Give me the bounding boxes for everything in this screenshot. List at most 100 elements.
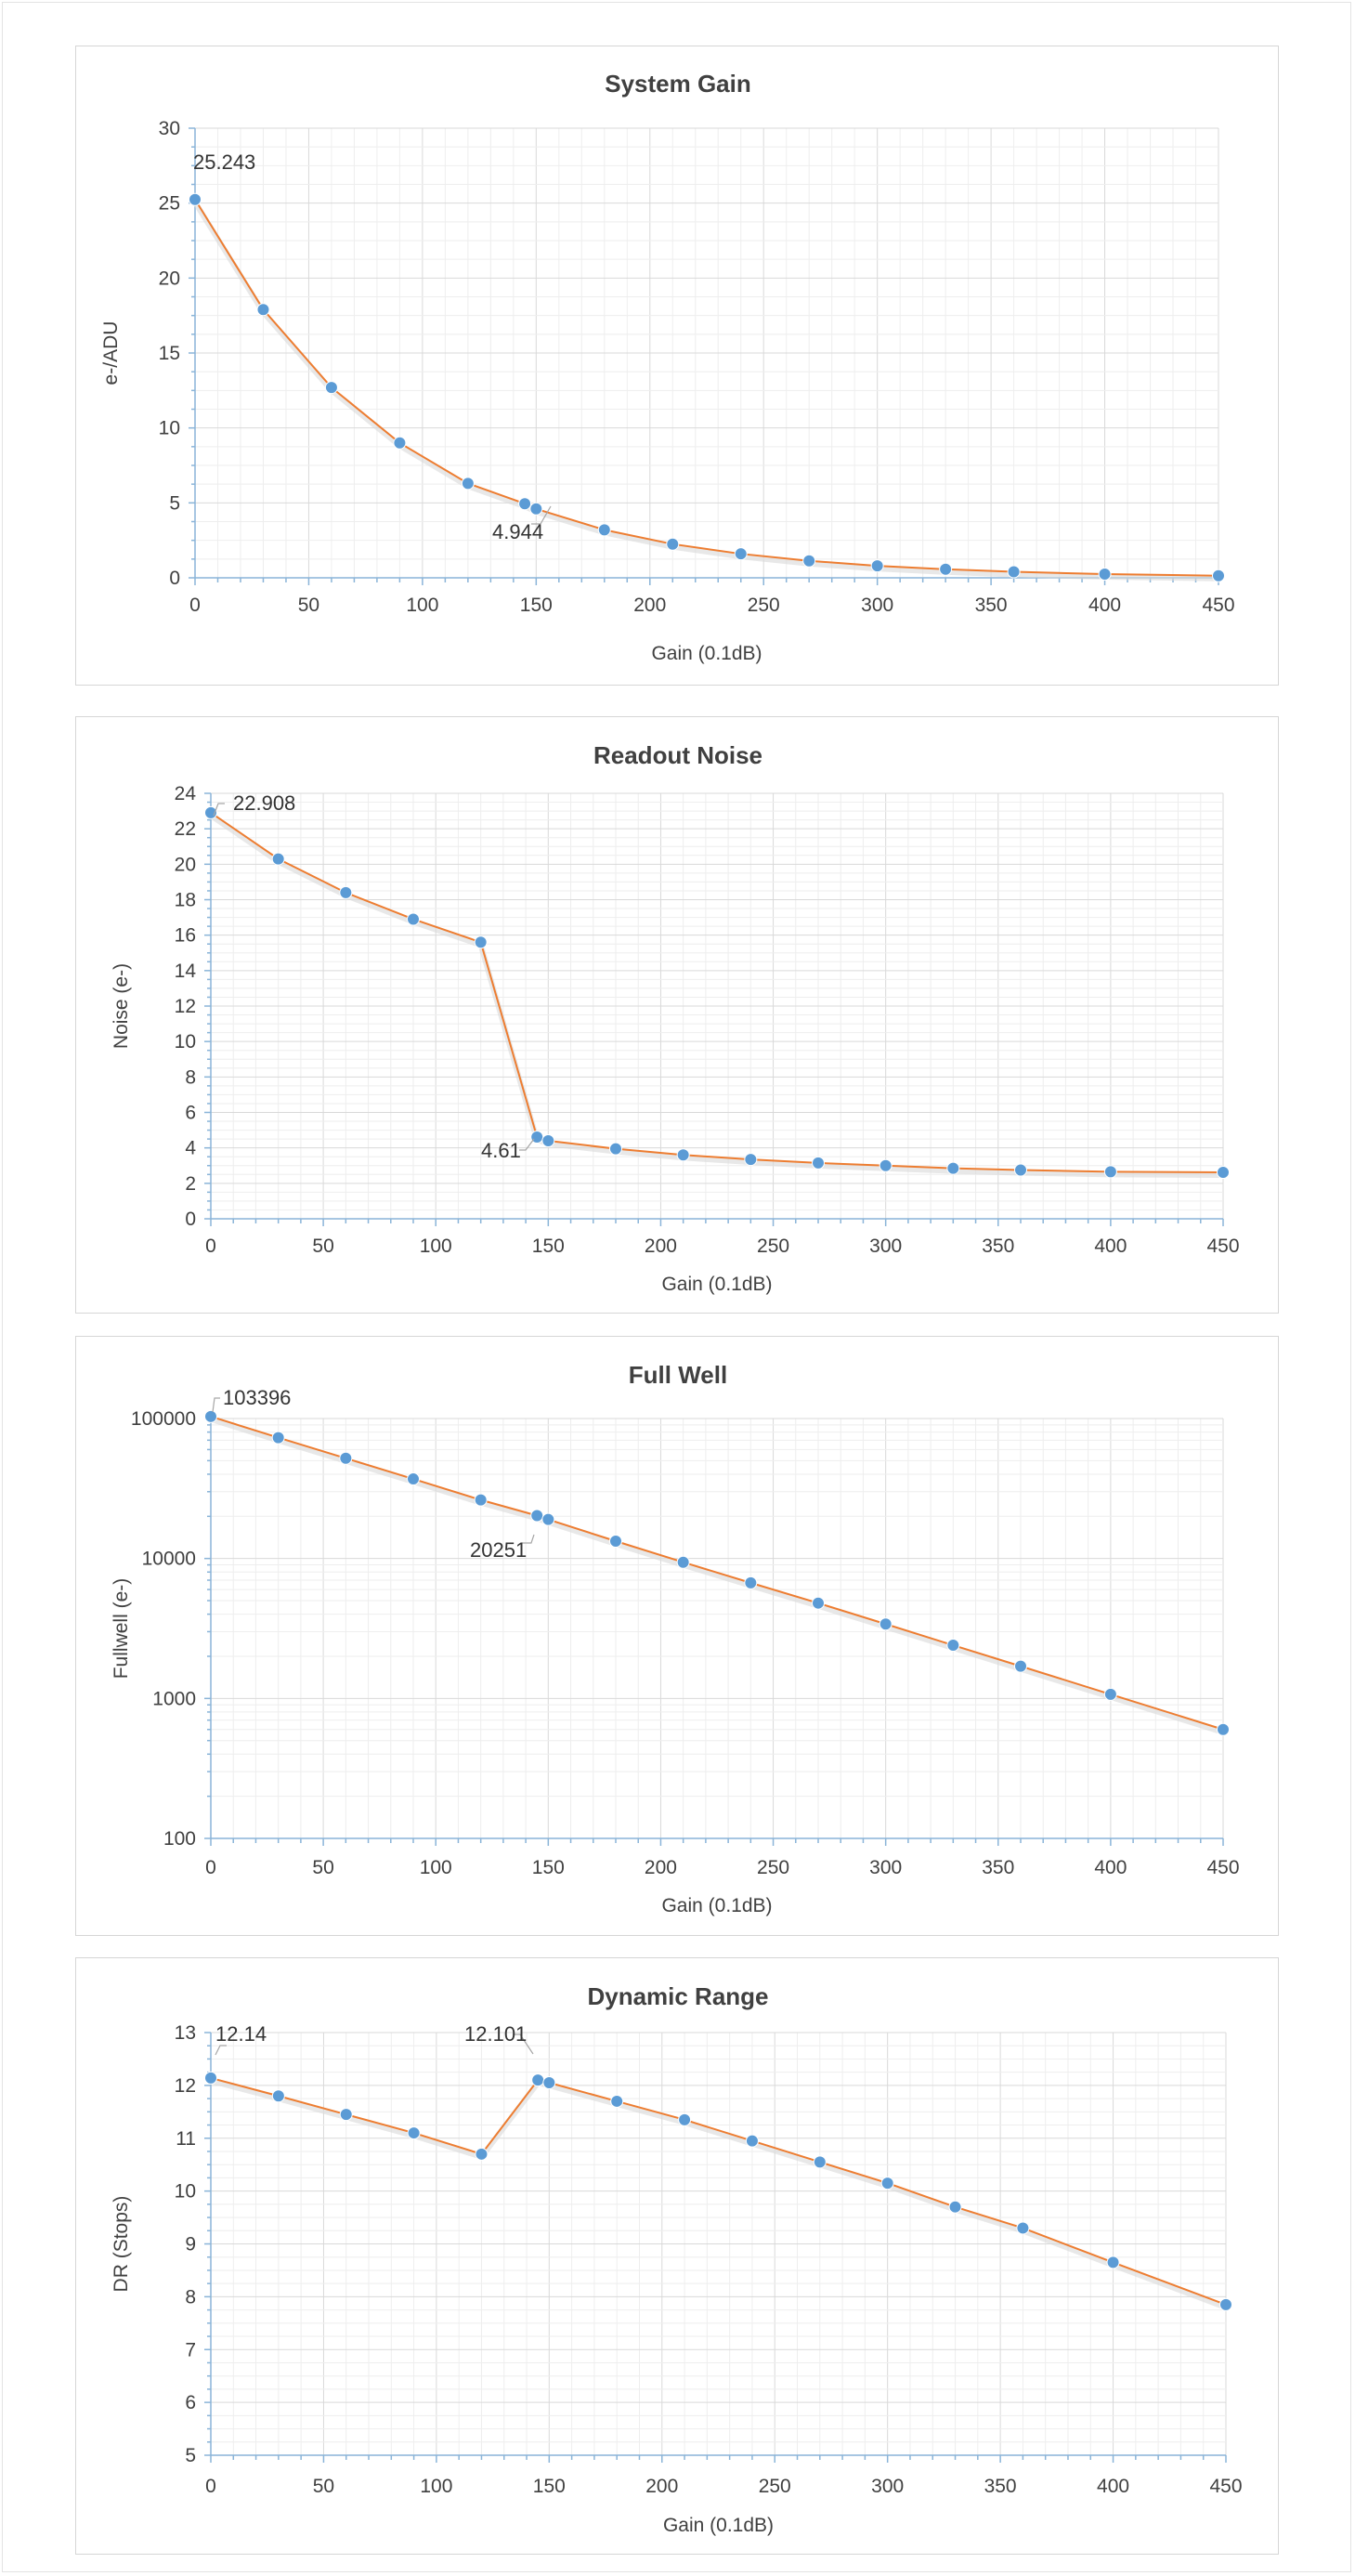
data-point: [529, 502, 543, 516]
y-axis-label: Noise (e-): [111, 963, 132, 1049]
data-point: [530, 1509, 544, 1523]
y-tick-label: 14: [175, 961, 197, 982]
data-point: [676, 1148, 690, 1162]
data-point: [256, 303, 270, 317]
data-point: [812, 1156, 825, 1170]
data-label: 12.101: [464, 2022, 527, 2046]
full-well-chart: Full Well 0 50 100 150 200 250 300 350 400 450 100 1…: [111, 1361, 1240, 1916]
x-tick-label: 50: [312, 1236, 333, 1257]
y-tick-label: 8: [185, 2286, 196, 2308]
y-tick-label: 8: [185, 1066, 196, 1088]
gridlines: [210, 2032, 1227, 2456]
x-tick-label: 250: [757, 1236, 789, 1257]
x-tick-label: 150: [532, 1236, 565, 1257]
x-tick-label: 50: [313, 2476, 334, 2497]
data-label: 4.944: [492, 520, 543, 543]
data-point: [531, 2073, 545, 2087]
x-tick-label: 350: [984, 2476, 1017, 2497]
data-point: [339, 1451, 353, 1465]
annotation-leader-line: [213, 803, 225, 817]
annotation-leader-line: [215, 2045, 227, 2056]
data-label: 22.908: [233, 791, 295, 815]
data-point: [1103, 1687, 1117, 1701]
annotation-leader-line: [531, 505, 552, 525]
x-tick-label: 50: [298, 595, 319, 616]
chart-title: System Gain: [605, 70, 751, 98]
chart-title: Full Well: [629, 1361, 727, 1389]
data-point: [541, 1134, 555, 1148]
data-point: [1014, 1659, 1027, 1673]
data-label: 25.243: [193, 150, 255, 174]
chart-title: Readout Noise: [593, 741, 762, 769]
y-tick-label: 0: [185, 1209, 196, 1230]
data-point: [1217, 1166, 1230, 1180]
data-point: [609, 1142, 622, 1156]
x-tick-label: 250: [748, 595, 780, 616]
annotation-leader-line: [212, 1397, 220, 1413]
data-point: [744, 1153, 758, 1167]
x-tick-label: 450: [1209, 2476, 1242, 2497]
data-point: [939, 562, 953, 576]
y-tick-label: 18: [175, 890, 196, 911]
data-point: [1016, 2221, 1030, 2235]
data-point: [407, 2126, 421, 2140]
y-tick-label: 5: [169, 492, 180, 514]
y-tick-label: 11: [176, 2128, 196, 2150]
data-point: [339, 885, 353, 899]
x-tick-label: 250: [757, 1857, 789, 1878]
y-tick-label: 12: [175, 2075, 196, 2097]
y-tick-label: 6: [185, 1103, 196, 1124]
y-axis-label: DR (Stops): [111, 2196, 132, 2293]
x-tick-label: 350: [982, 1857, 1014, 1878]
y-tick-label: 22: [175, 818, 196, 840]
y-tick-label: 30: [159, 118, 180, 139]
x-tick-label: 50: [312, 1857, 333, 1878]
y-tick-label: 2: [185, 1173, 196, 1195]
y-tick-label: 10000: [142, 1549, 196, 1570]
data-point: [189, 192, 202, 206]
gridlines: [210, 1418, 1224, 1839]
y-tick-label: 100: [163, 1828, 196, 1850]
y-tick-label: 5: [185, 2445, 196, 2466]
x-axis-label: Gain (0.1dB): [661, 1895, 772, 1916]
data-point: [339, 2108, 353, 2122]
data-point: [880, 2177, 894, 2190]
data-point: [407, 1472, 420, 1486]
x-axis-label: Gain (0.1dB): [651, 643, 762, 664]
gridlines: [210, 792, 1224, 1220]
x-tick-label: 400: [1094, 1236, 1127, 1257]
data-point: [1212, 569, 1225, 582]
data-point: [676, 1555, 690, 1569]
y-tick-label: 12: [175, 996, 196, 1017]
x-tick-label: 300: [869, 1236, 902, 1257]
x-tick-label: 150: [533, 2476, 566, 2497]
data-point: [474, 1493, 488, 1507]
x-tick-label: 200: [633, 595, 666, 616]
data-point: [475, 2147, 489, 2161]
data-point: [734, 547, 748, 561]
data-point: [204, 1409, 217, 1423]
data-label: 20251: [470, 1538, 527, 1562]
data-point: [813, 2155, 827, 2169]
x-tick-label: 400: [1094, 1857, 1127, 1878]
data-point: [1219, 2297, 1232, 2311]
x-tick-label: 150: [520, 595, 553, 616]
x-tick-label: 450: [1206, 1236, 1239, 1257]
data-point: [946, 1161, 960, 1175]
series-line-shadow: [192, 201, 1219, 582]
x-tick-label: 0: [205, 1857, 216, 1878]
data-point: [393, 436, 407, 450]
data-point: [541, 1512, 555, 1526]
y-tick-label: 20: [159, 268, 180, 289]
x-tick-label: 350: [975, 595, 1008, 616]
y-tick-label: 4: [185, 1138, 196, 1159]
x-tick-label: 100: [420, 1857, 452, 1878]
x-tick-label: 450: [1202, 595, 1234, 616]
y-tick-label: 6: [185, 2392, 196, 2413]
y-tick-label: 20: [175, 854, 196, 875]
y-tick-label: 100000: [131, 1408, 196, 1430]
system-gain-chart: System Gain 0 50 100 150 200 250 300 350 400 450 0 5…: [100, 70, 1235, 664]
full-well-chart-panel: Full Well 0 50 100 150 200 250 300 350 400 450 100 1…: [75, 1336, 1279, 1936]
y-tick-label: 10: [175, 2181, 196, 2203]
